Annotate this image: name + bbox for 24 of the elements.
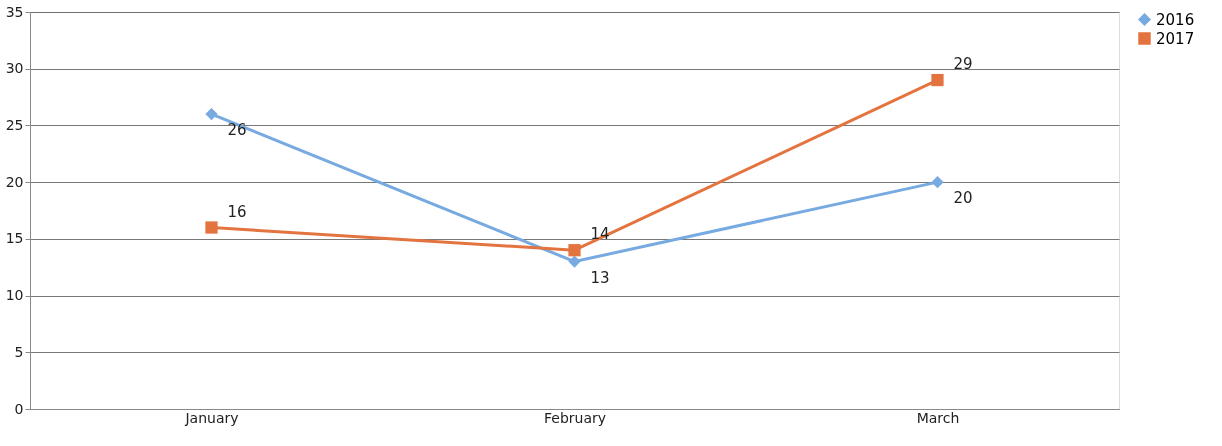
data-label: 20 xyxy=(953,189,973,208)
x-tick-label: February xyxy=(543,409,607,426)
legend-label: 2016 xyxy=(1156,10,1195,29)
y-tick-label: 20 xyxy=(5,173,24,190)
y-tick-label: 5 xyxy=(14,343,24,360)
point xyxy=(568,244,581,257)
data-label: 16 xyxy=(227,202,247,221)
y-tick-label: 30 xyxy=(5,60,24,77)
data-label: 13 xyxy=(590,268,610,287)
x-tick-label: March xyxy=(916,409,960,426)
y-tick-label: 10 xyxy=(5,287,24,304)
point xyxy=(205,107,218,121)
data-label: 29 xyxy=(953,55,973,74)
y-tick-label: 0 xyxy=(14,400,24,417)
y-tick-label: 35 xyxy=(5,3,24,20)
point xyxy=(931,73,944,87)
point xyxy=(205,221,218,234)
y-tick-label: 25 xyxy=(5,116,24,133)
x-tick-label: January xyxy=(184,409,239,426)
point xyxy=(931,176,944,189)
legend-label: 2017 xyxy=(1156,29,1195,48)
point xyxy=(568,255,581,268)
data-label: 26 xyxy=(227,121,247,140)
y-tick-label: 15 xyxy=(5,230,24,247)
